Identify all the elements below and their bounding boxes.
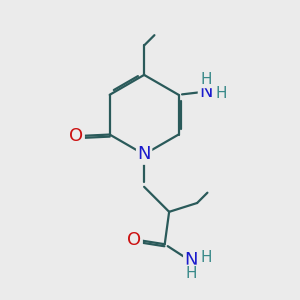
Text: O: O <box>127 231 142 249</box>
Text: H: H <box>185 266 197 281</box>
Text: H: H <box>200 72 212 87</box>
Text: H: H <box>215 86 227 101</box>
Text: N: N <box>137 146 151 164</box>
Text: H: H <box>200 250 212 265</box>
Text: N: N <box>184 251 198 269</box>
Text: O: O <box>69 127 83 145</box>
Text: N: N <box>199 83 213 101</box>
